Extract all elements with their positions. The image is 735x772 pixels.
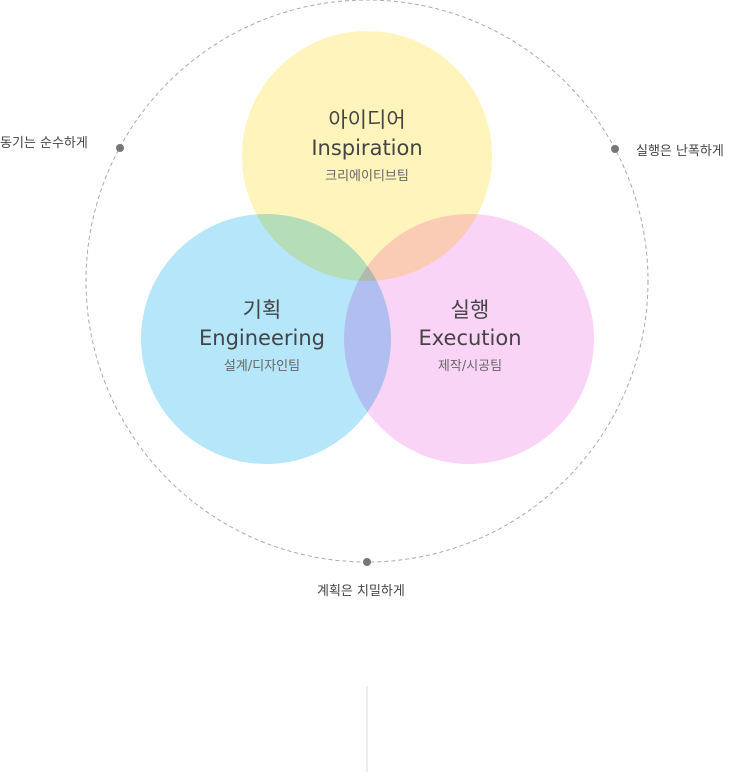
motto-bottom: 계획은 치밀하게 xyxy=(317,584,405,599)
exec-circle xyxy=(344,214,594,464)
exec-team: 제작/시공팀 xyxy=(437,359,503,374)
motto-right: 실행은 난폭하게 xyxy=(636,144,724,159)
plan-circle xyxy=(141,214,391,464)
idea-circle xyxy=(242,31,492,281)
right-dot xyxy=(611,145,619,153)
exec-title: 실행 xyxy=(450,298,490,322)
left-dot xyxy=(116,144,124,152)
motto-left: 동기는 순수하게 xyxy=(0,136,88,151)
idea-team: 크리에이티브팀 xyxy=(325,169,409,184)
exec-circle-text: 실행 Execution 제작/시공팀 xyxy=(350,296,590,376)
plan-title: 기획 xyxy=(242,298,282,322)
exec-subtitle: Execution xyxy=(418,326,522,350)
bottom-dot xyxy=(363,558,371,566)
plan-subtitle: Engineering xyxy=(199,326,325,350)
idea-circle-text: 아이디어 Inspiration 크리에이티브팀 xyxy=(247,106,487,186)
plan-circle-text: 기획 Engineering 설계/디자인팀 xyxy=(142,296,382,376)
plan-team: 설계/디자인팀 xyxy=(223,359,301,374)
idea-title: 아이디어 xyxy=(328,108,406,132)
idea-subtitle: Inspiration xyxy=(311,136,423,160)
